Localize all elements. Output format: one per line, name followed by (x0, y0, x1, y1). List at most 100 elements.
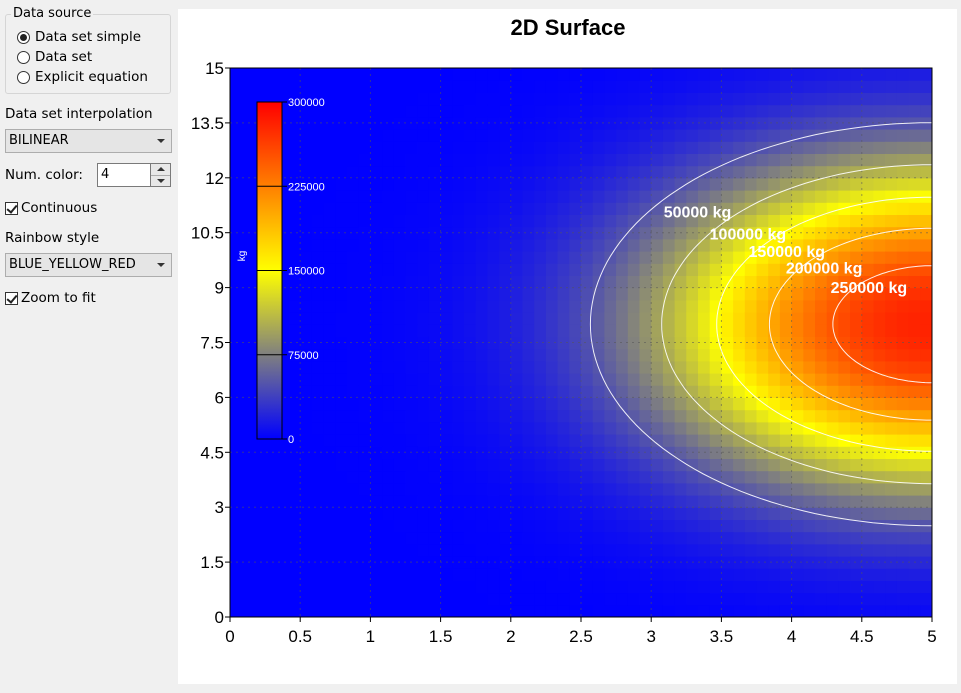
continuous-checkbox[interactable]: Continuous (5, 199, 97, 217)
heatmap-cell (393, 495, 407, 508)
heatmap-cell (885, 543, 898, 557)
heatmap-cell (815, 446, 828, 459)
heatmap-cell (873, 80, 886, 93)
heatmap-cell (721, 202, 734, 215)
heatmap-cell (838, 92, 851, 106)
interpolation-select[interactable]: BILINEAR (5, 129, 172, 153)
heatmap-cell (499, 482, 512, 496)
heatmap-cell (452, 470, 465, 484)
heatmap-cell (779, 397, 793, 411)
heatmap-cell (288, 568, 301, 581)
heatmap-cell (300, 165, 313, 179)
heatmap-cell (803, 507, 816, 520)
radio-explicit-equation[interactable]: Explicit equation (17, 68, 148, 86)
heatmap-cell (920, 324, 932, 337)
heatmap-cell (241, 446, 254, 459)
heatmap-cell (311, 312, 325, 325)
heatmap-cell (440, 275, 453, 289)
heatmap-cell (815, 360, 828, 374)
checkbox-checked[interactable] (5, 291, 18, 305)
heatmap-cell (616, 324, 629, 337)
heatmap-cell (358, 116, 371, 130)
heatmap-cell (744, 592, 758, 606)
checkbox-checked[interactable] (5, 201, 18, 215)
heatmap-cell (651, 470, 664, 484)
radio-button-checked[interactable] (17, 30, 30, 44)
chevron-down-icon[interactable] (157, 139, 165, 143)
spin-down-icon[interactable] (151, 176, 170, 187)
heatmap-cell (698, 385, 711, 398)
heatmap-cell (288, 397, 301, 411)
heatmap-cell (779, 287, 793, 301)
num-color-stepper[interactable] (150, 163, 171, 187)
zoom-to-fit-checkbox[interactable]: Zoom to fit (5, 289, 96, 307)
heatmap-cell (803, 226, 816, 240)
heatmap-cell (826, 495, 839, 508)
heatmap-cell (370, 470, 383, 484)
heatmap-cell (382, 214, 395, 228)
heatmap-cell (674, 568, 687, 581)
heatmap-cell (920, 263, 932, 276)
heatmap-cell (347, 556, 360, 569)
heatmap-cell (826, 263, 839, 276)
heatmap-cell (838, 446, 851, 459)
spin-up-icon[interactable] (151, 164, 170, 176)
heatmap-cell (674, 104, 687, 118)
heatmap-cell (382, 275, 395, 289)
heatmap-cell (627, 165, 641, 179)
heatmap-cell (861, 263, 875, 276)
x-tick-label: 0.5 (288, 627, 312, 646)
heatmap-cell (674, 190, 687, 203)
heatmap-cell (475, 397, 488, 411)
heatmap-cell (791, 543, 804, 557)
heatmap-cell (382, 519, 395, 533)
heatmap-cell (417, 263, 430, 276)
heatmap-cell (662, 202, 676, 215)
heatmap-cell (382, 129, 395, 142)
heatmap-cell (241, 190, 254, 203)
chart-canvas[interactable]: 2D Surface 0 0.5 1 1.5 2 2.5 3 3.5 4 4.5 5 0 1.5 3 4.… (178, 9, 957, 684)
heatmap-cell (522, 385, 535, 398)
heatmap-cell (288, 336, 301, 350)
heatmap-cell (557, 324, 570, 337)
heatmap-cell (885, 238, 898, 252)
heatmap-cell (241, 287, 254, 301)
heatmap-cell (896, 482, 910, 496)
num-color-input[interactable]: 4 (97, 163, 151, 187)
radio-button[interactable] (17, 70, 30, 84)
heatmap-cell (850, 604, 863, 617)
heatmap-cell (651, 92, 664, 106)
heatmap-cell (510, 397, 524, 411)
heatmap-cell (838, 385, 851, 398)
radio-button[interactable] (17, 50, 30, 64)
heatmap-cell (335, 373, 348, 386)
heatmap-cell (487, 226, 500, 240)
heatmap-cell (592, 409, 605, 423)
heatmap-cell (674, 153, 687, 167)
heatmap-cell (698, 263, 711, 276)
heatmap-cell (908, 153, 921, 167)
radio-data-set-simple[interactable]: Data set simple (17, 28, 141, 46)
heatmap-cell (838, 482, 851, 496)
heatmap-cell (440, 202, 453, 215)
surface-chart[interactable]: 2D Surface 0 0.5 1 1.5 2 2.5 3 3.5 4 4.5 5 01.534.… (178, 9, 957, 684)
heatmap-cell (674, 324, 687, 337)
heatmap-cell (534, 348, 547, 362)
heatmap-cell (651, 190, 664, 203)
heatmap-cell (686, 299, 699, 313)
heatmap-cell (651, 568, 664, 581)
heatmap-cell (920, 348, 932, 362)
heatmap-cell (265, 458, 278, 472)
heatmap-cell (686, 482, 699, 496)
heatmap-cell (616, 348, 629, 362)
heatmap-cell (276, 568, 290, 581)
heatmap-cell (920, 177, 932, 191)
y-tick-label: 7.5 (200, 334, 224, 353)
chevron-down-icon[interactable] (157, 263, 165, 267)
heatmap-cell (464, 568, 477, 581)
heatmap-cell (428, 592, 442, 606)
heatmap-cell (850, 226, 863, 240)
heatmap-cell (604, 312, 617, 325)
radio-data-set[interactable]: Data set (17, 48, 92, 66)
rainbow-style-select[interactable]: BLUE_YELLOW_RED (5, 253, 172, 277)
